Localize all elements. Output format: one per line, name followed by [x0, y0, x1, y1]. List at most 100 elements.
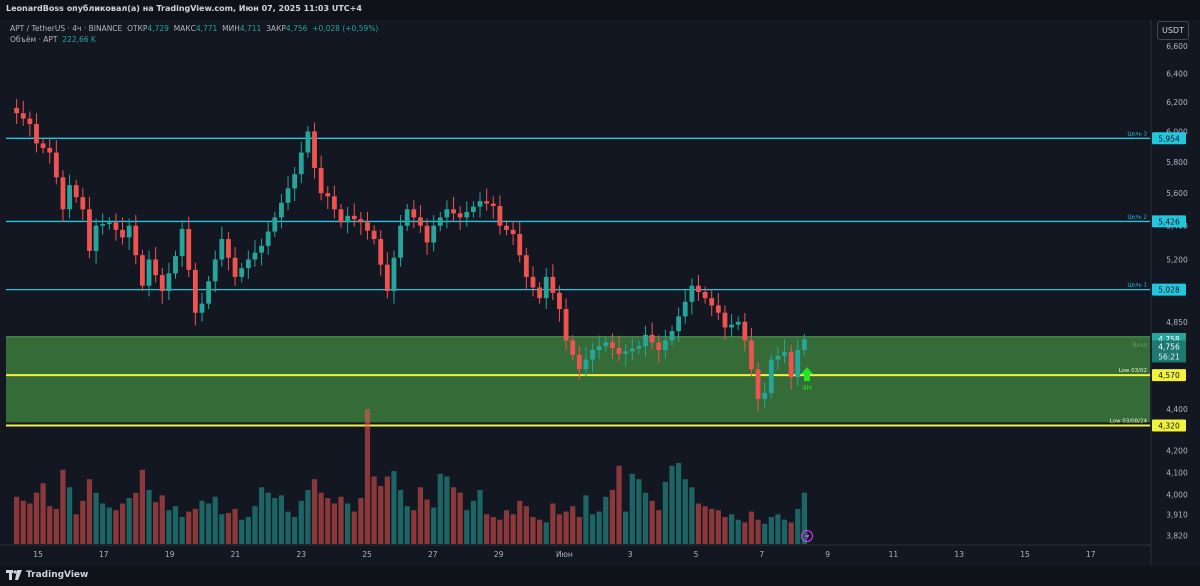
x-tick-label: 21: [231, 550, 241, 559]
candle-body: [47, 147, 53, 153]
candle-body: [140, 255, 145, 286]
volume-bar: [762, 523, 768, 544]
level-price-tag-text: 5,426: [1158, 217, 1180, 226]
candle-body: [73, 185, 79, 198]
candle-body: [232, 257, 238, 277]
candle-body: [656, 342, 662, 350]
volume-bar: [100, 503, 106, 544]
volume-bar: [616, 465, 622, 544]
level-price-tag: [1152, 369, 1186, 382]
candle-body: [603, 342, 609, 347]
candle-body: [762, 392, 768, 399]
volume-bar: [206, 503, 212, 544]
candle-body: [113, 222, 119, 230]
candle-body: [424, 225, 430, 243]
symbol-legend: APT / TetherUS · 4ч · BINANCE ОТКР4,729 …: [10, 24, 378, 33]
volume-bar: [66, 487, 73, 544]
x-tick-label: 5: [694, 550, 699, 559]
legend-high: 4,771: [195, 24, 218, 33]
volume-bar: [642, 492, 649, 544]
volume-bar: [695, 503, 702, 544]
candle-body: [749, 340, 754, 370]
y-tick-label: 4,000: [1166, 490, 1188, 499]
volume-bar: [245, 517, 251, 544]
volume-bar: [450, 487, 457, 544]
volume-bar: [470, 500, 476, 544]
volume-bar: [252, 506, 258, 544]
volume-bar: [676, 463, 682, 544]
y-tick-label: 5,600: [1166, 189, 1188, 198]
high-price-tag-text: 4,758: [1158, 335, 1180, 344]
x-tick-label: 3: [628, 550, 633, 559]
candle-body: [418, 217, 423, 226]
legend-close-label: ЗАКР: [266, 24, 286, 33]
volume-bar: [431, 507, 437, 544]
footer-bar: TradingView: [0, 566, 1200, 586]
currency-button[interactable]: USDT: [1157, 21, 1189, 40]
x-tick-label: 27: [428, 550, 438, 559]
tradingview-logo-icon: [6, 570, 22, 580]
candle-body: [735, 321, 741, 325]
price-chart[interactable]: 6,6006,4006,2006,0005,8005,6005,4005,200…: [0, 0, 1200, 566]
level-price-tag: [1152, 132, 1186, 145]
candle-body: [239, 268, 245, 277]
candle-body: [742, 321, 748, 341]
volume-bar: [20, 500, 26, 544]
legend-low: 4,711: [239, 24, 262, 33]
volume-bar: [186, 511, 192, 544]
volume-bar: [748, 511, 755, 544]
candle-body: [126, 225, 132, 238]
candle-body: [60, 177, 66, 210]
candle-body: [457, 213, 463, 218]
level-price-tag-text: 4,320: [1158, 421, 1180, 430]
volume-bar: [345, 503, 351, 544]
volume-bar: [159, 495, 165, 544]
volume-bar: [609, 490, 616, 544]
volume-bar: [179, 517, 185, 544]
candle-body: [629, 348, 635, 352]
volume-bar: [358, 498, 364, 544]
candle-body: [186, 229, 192, 270]
volume-bar: [662, 481, 668, 544]
candle-body: [795, 349, 801, 378]
entry-zone: [6, 336, 1150, 423]
volume-bar: [305, 490, 311, 544]
volume-bar: [503, 510, 510, 544]
volume-bar: [523, 506, 529, 544]
volume-bar: [404, 506, 410, 544]
legend-low-label: МИН: [222, 24, 240, 33]
bar-countdown: 56:21: [1158, 352, 1180, 361]
candle-body: [153, 259, 159, 276]
candle-body: [497, 206, 503, 226]
volume-bar: [563, 511, 569, 544]
candle-body: [464, 212, 470, 218]
candle-body: [696, 285, 701, 292]
y-tick-label: 6,200: [1166, 98, 1188, 107]
volume-bar: [556, 514, 563, 544]
candle-body: [755, 369, 761, 399]
volume-bar: [775, 514, 781, 544]
level-label: Цель 2: [1127, 214, 1147, 220]
volume-bar: [537, 519, 543, 544]
candle-body: [451, 209, 456, 214]
candle-body: [490, 203, 496, 207]
candle-body: [411, 209, 417, 218]
volume-bar: [14, 496, 20, 544]
volume-bar: [391, 471, 397, 544]
volume-bar: [166, 510, 172, 544]
tradingview-logo[interactable]: TradingView: [6, 570, 88, 580]
y-tick-label: 4,100: [1166, 468, 1188, 477]
volume-bar: [589, 514, 596, 544]
x-tick-label: 17: [99, 550, 109, 559]
candle-body: [596, 346, 602, 350]
candle-body: [325, 193, 331, 197]
x-tick-label: 9: [825, 550, 830, 559]
volume-bar: [444, 476, 450, 544]
candle-body: [146, 259, 152, 286]
volume-bar: [86, 479, 93, 544]
volume-bar: [702, 506, 708, 544]
volume-bar: [47, 506, 53, 544]
volume-bar: [146, 490, 152, 544]
legend-symbol: APT / TetherUS · 4ч · BINANCE: [10, 24, 123, 33]
candle-body: [722, 312, 728, 328]
